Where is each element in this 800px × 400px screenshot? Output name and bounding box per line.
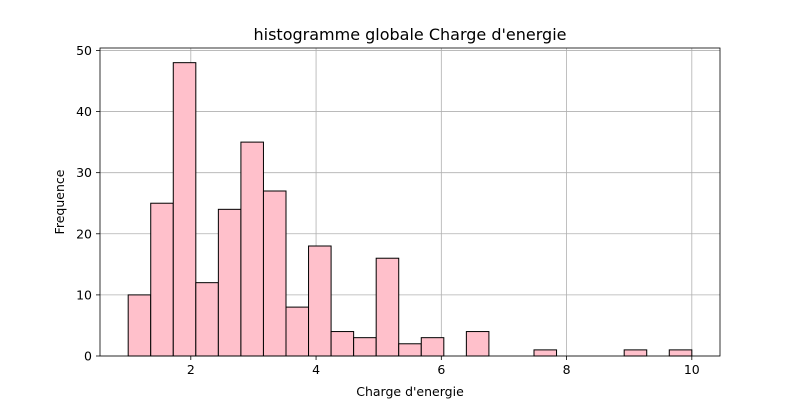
y-tick-label: 20	[76, 226, 92, 241]
y-tick-label: 50	[76, 43, 92, 58]
histogram-bar	[308, 245, 332, 357]
x-tick-label: 4	[312, 362, 320, 377]
x-tick-label: 2	[187, 362, 195, 377]
histogram-bar	[353, 337, 377, 357]
x-tick-label: 6	[437, 362, 445, 377]
plot-frame	[99, 47, 721, 357]
histogram-bar	[217, 208, 242, 357]
y-tick-label: 10	[76, 287, 92, 302]
histogram-bar	[195, 282, 219, 357]
histogram-bar	[375, 257, 400, 357]
histogram-bar	[240, 141, 264, 357]
x-axis-label: Charge d'energie	[356, 384, 464, 399]
histogram-bar	[330, 331, 355, 357]
axis-ticks: 2 4 6 8 10 0 10 20 30 40 50	[76, 43, 700, 377]
y-tick-label: 30	[76, 165, 92, 180]
histogram-bar	[465, 331, 490, 357]
x-tick-label: 10	[684, 362, 700, 377]
y-tick-label: 0	[84, 349, 92, 364]
histogram-bar	[398, 343, 422, 357]
histogram-bar	[262, 190, 287, 357]
histogram-bar	[623, 349, 648, 357]
y-tick-label: 40	[76, 104, 92, 119]
histogram-bar	[420, 337, 445, 357]
histogram-bar	[285, 306, 310, 357]
y-axis-label: Frequence	[52, 169, 67, 234]
histogram-bar	[533, 349, 558, 357]
histogram-bar	[668, 349, 693, 357]
chart-title: histogramme globale Charge d'energie	[254, 25, 567, 44]
histogram-bar	[127, 294, 152, 357]
histogram-bar	[172, 62, 197, 357]
histogram-bar	[150, 202, 174, 357]
histogram-bars	[127, 62, 693, 357]
x-tick-label: 8	[563, 362, 571, 377]
